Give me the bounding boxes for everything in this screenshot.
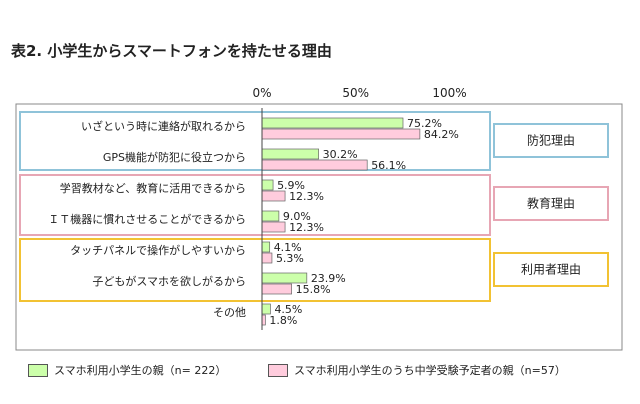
bar-series-1 — [261, 272, 308, 284]
bar-series-2 — [261, 314, 266, 326]
data-label-series-2: 1.8% — [269, 314, 297, 327]
data-label-series-1: 4.5% — [274, 303, 302, 316]
data-label-series-2: 12.3% — [289, 190, 324, 203]
bar-series-1 — [261, 241, 271, 253]
category-label: いざという時に連絡が取れるから — [81, 119, 246, 133]
data-label-series-1: 23.9% — [311, 272, 346, 285]
bar-series-1 — [261, 179, 274, 191]
group-label-box — [493, 252, 609, 287]
category-label: GPS機能が防犯に役立つから — [103, 150, 246, 164]
data-label-series-2: 15.8% — [296, 283, 331, 296]
group-box — [19, 111, 491, 171]
bar-series-2 — [261, 159, 368, 171]
legend: スマホ利用小学生の親（n= 222） スマホ利用小学生のうち中学受験予定者の親（… — [28, 362, 628, 382]
data-label-series-2: 5.3% — [276, 252, 304, 265]
group-label-box — [493, 123, 609, 158]
group-box — [19, 174, 491, 236]
legend-swatch-series-1 — [28, 363, 48, 377]
bar-series-1 — [261, 210, 280, 222]
chart-title: 表2. 小学生からスマートフォンを持たせる理由 — [11, 42, 332, 60]
category-label: タッチパネルで操作がしやすいから — [70, 243, 246, 257]
data-label-series-2: 12.3% — [289, 221, 324, 234]
bar-series-1 — [261, 117, 404, 129]
bar-series-1 — [261, 303, 271, 315]
legend-item-series-1: スマホ利用小学生の親（n= 222） — [28, 362, 226, 378]
group-label-box — [493, 186, 609, 221]
group-box — [19, 238, 491, 302]
category-label: 子どもがスマホを欲しがるから — [92, 274, 246, 288]
bar-series-2 — [261, 283, 292, 295]
category-label: 学習教材など、教育に活用できるから — [60, 181, 246, 195]
data-label-series-1: 4.1% — [274, 241, 302, 254]
group-label: 利用者理由 — [521, 263, 581, 277]
legend-label-series-2: スマホ利用小学生のうち中学受験予定者の親（n=57） — [294, 364, 566, 377]
category-label: ＩＴ機器に慣れさせることができるから — [48, 212, 246, 226]
legend-swatch-series-2 — [268, 363, 288, 377]
plot-frame — [15, 103, 623, 351]
data-label-series-2: 84.2% — [424, 128, 459, 141]
legend-item-series-2: スマホ利用小学生のうち中学受験予定者の親（n=57） — [268, 362, 566, 378]
bar-series-2 — [261, 252, 273, 264]
x-tick-label: 50% — [342, 86, 369, 100]
group-label: 教育理由 — [527, 196, 575, 211]
x-tick-label: 0% — [252, 86, 271, 100]
bar-series-2 — [261, 221, 286, 233]
data-label-series-1: 30.2% — [323, 148, 358, 161]
data-label-series-1: 75.2% — [407, 117, 442, 130]
x-tick-label: 100% — [432, 86, 466, 100]
data-label-series-1: 9.0% — [283, 210, 311, 223]
data-label-series-2: 56.1% — [371, 159, 406, 172]
bar-series-2 — [261, 190, 286, 202]
category-label: その他 — [213, 306, 246, 319]
group-label: 防犯理由 — [527, 133, 575, 148]
bar-series-2 — [261, 128, 421, 140]
legend-label-series-1: スマホ利用小学生の親（n= 222） — [54, 364, 227, 377]
bar-series-1 — [261, 148, 319, 160]
data-label-series-1: 5.9% — [277, 179, 305, 192]
